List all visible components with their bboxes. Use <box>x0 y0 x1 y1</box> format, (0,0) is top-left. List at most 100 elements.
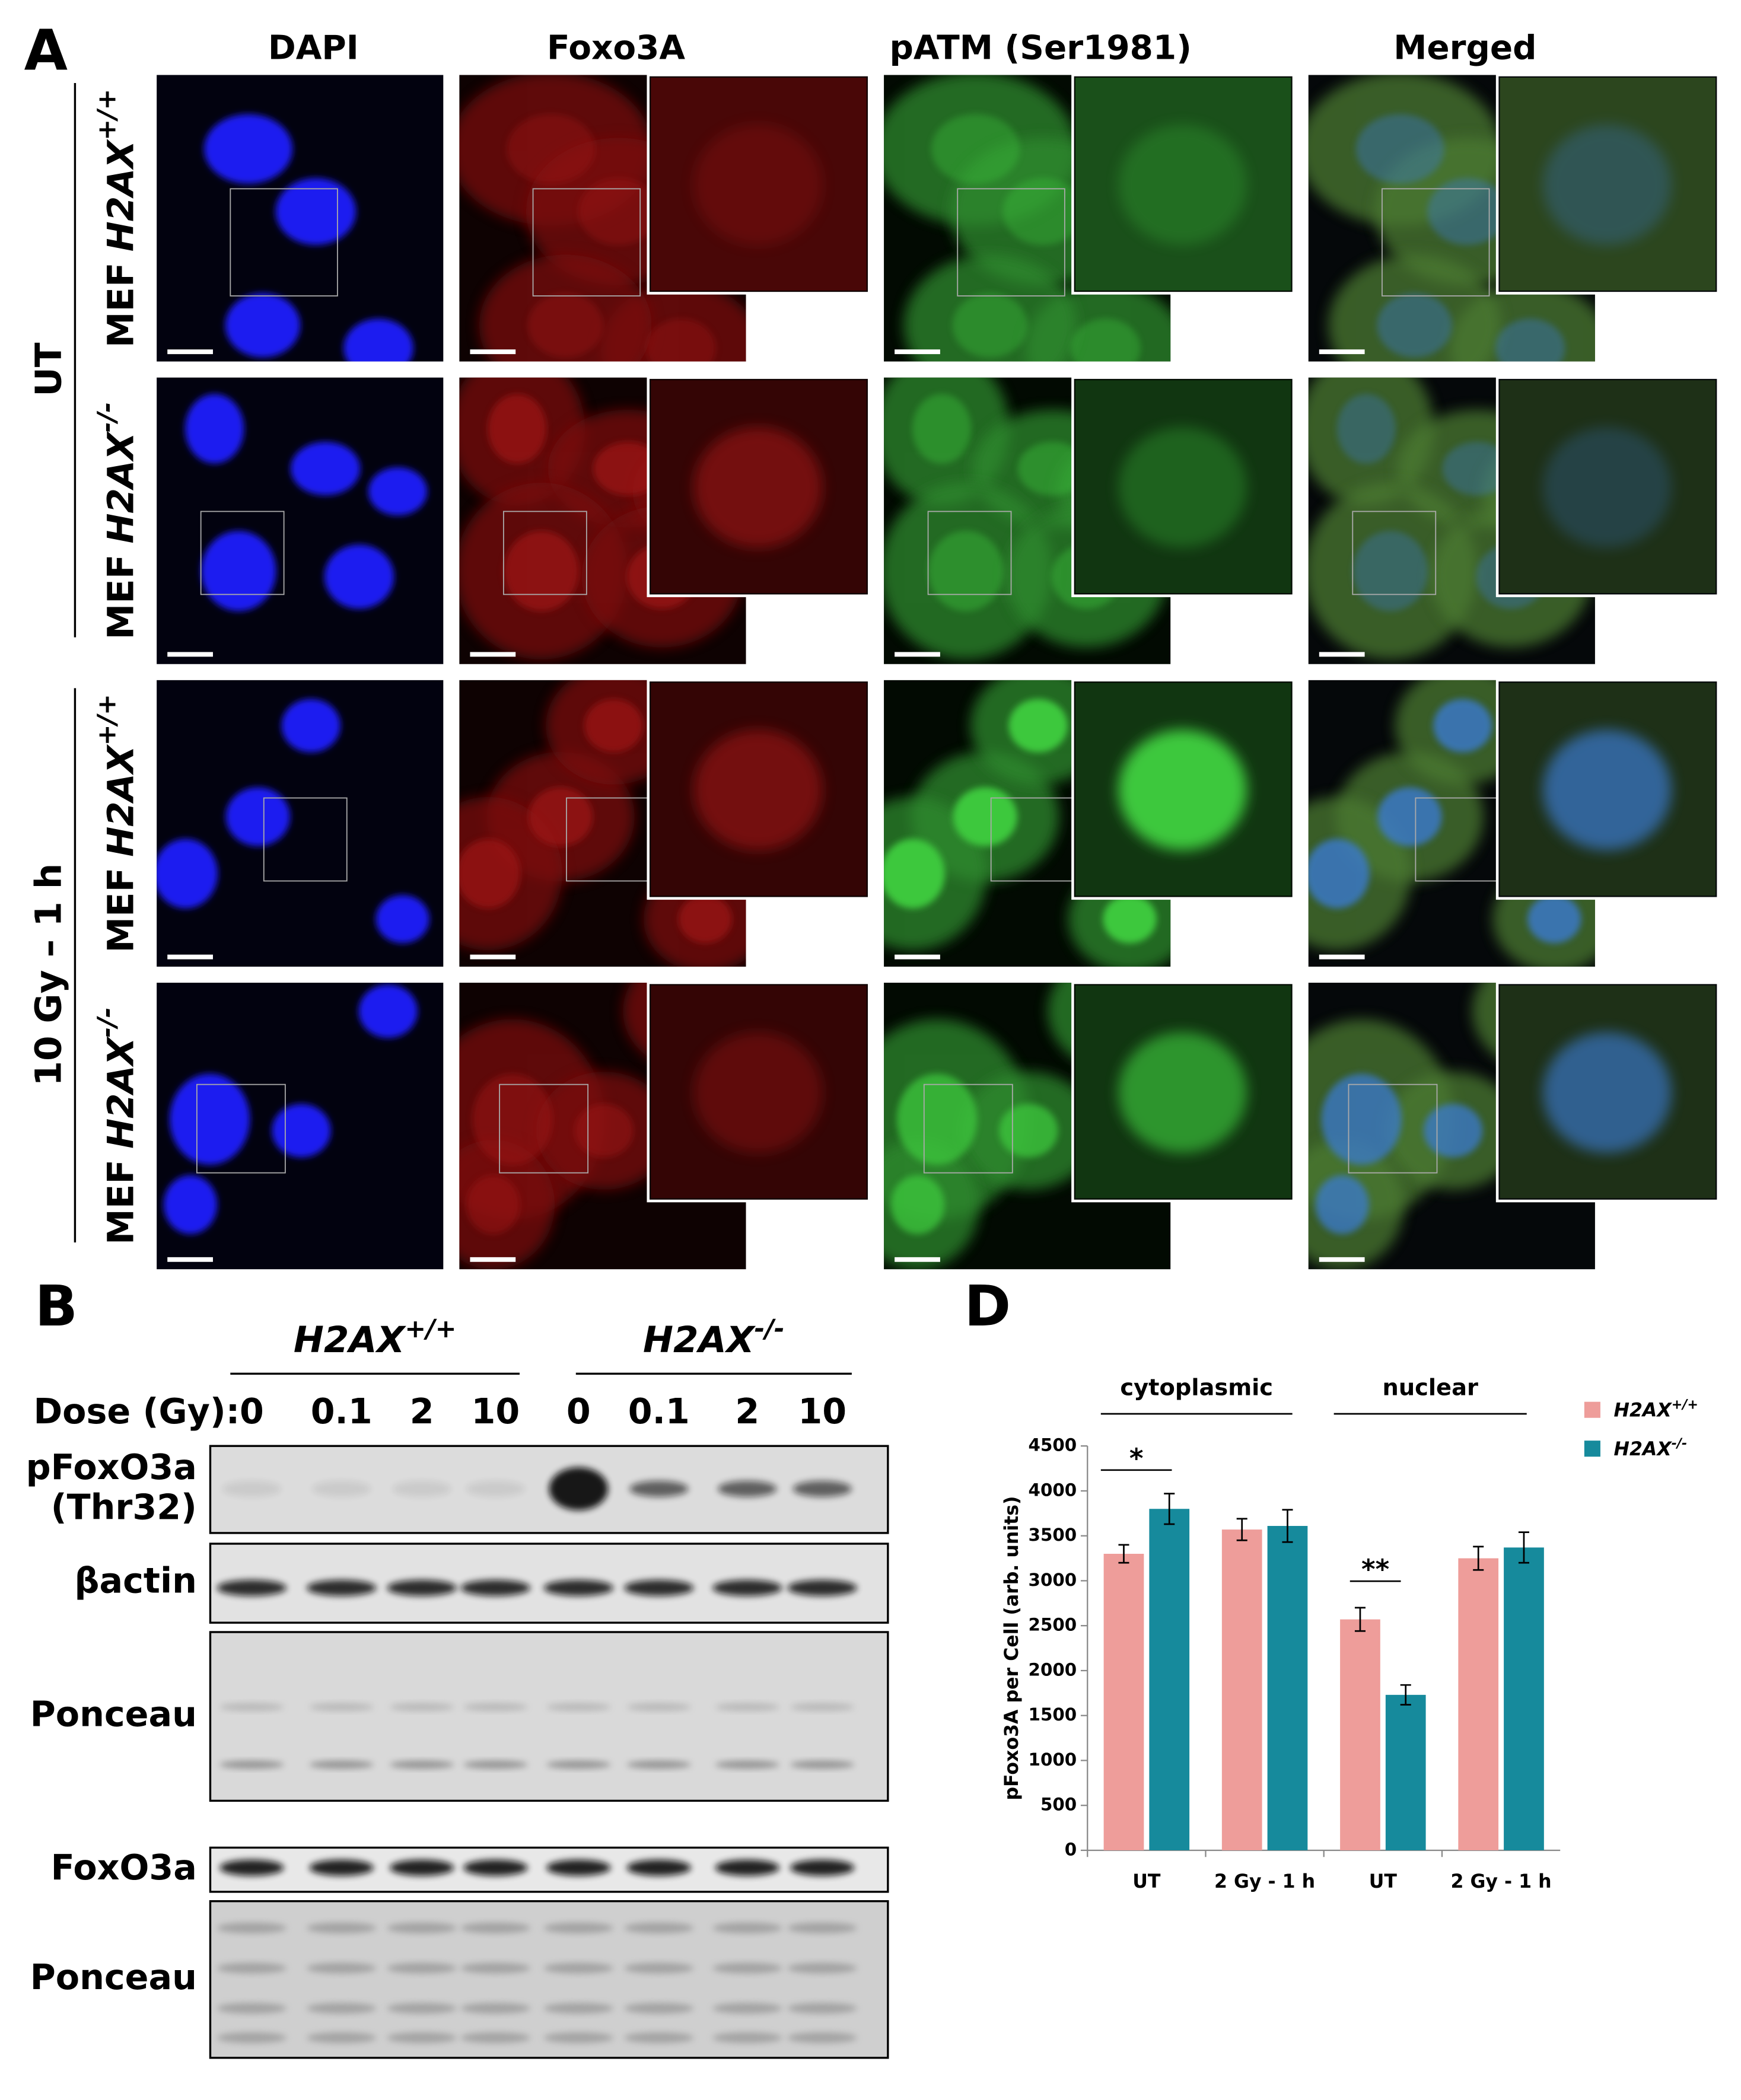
dose: 2 <box>735 1391 759 1432</box>
band <box>787 2032 857 2044</box>
nucleus <box>593 441 663 496</box>
nucleus <box>1315 1175 1369 1234</box>
nucleus <box>466 1175 520 1234</box>
bar <box>1504 1547 1544 1850</box>
scale-bar <box>895 954 940 960</box>
nucleus <box>1442 441 1512 496</box>
band <box>626 1859 691 1876</box>
bar <box>1149 1509 1190 1850</box>
genotype: +/+ <box>92 89 122 141</box>
zoom-box <box>927 511 1012 595</box>
band <box>546 1859 611 1876</box>
label-prefix: MEF <box>100 1159 142 1245</box>
band <box>307 1579 377 1596</box>
zoom-box <box>502 511 587 595</box>
error-bar <box>1354 1607 1366 1632</box>
error-bar <box>1400 1684 1411 1706</box>
band <box>790 1859 855 1876</box>
band <box>543 1579 614 1596</box>
scale-bar <box>895 349 940 355</box>
gene-name: H2AX <box>643 1319 756 1361</box>
band <box>624 2003 694 2014</box>
nucleus <box>368 467 428 516</box>
zoom-box <box>499 1084 589 1174</box>
scale-bar <box>1319 1257 1365 1262</box>
nucleus <box>324 544 394 609</box>
band <box>792 1480 852 1497</box>
row-label: MEF H2AX-/- <box>92 402 142 640</box>
row-label: MEF H2AX-/- <box>92 1007 142 1245</box>
zoom-box <box>923 1084 1013 1174</box>
blot <box>209 1900 889 2059</box>
nucleus <box>646 318 716 362</box>
nucleus <box>952 293 1028 358</box>
scale-bar <box>895 1257 940 1262</box>
nucleus <box>358 984 418 1038</box>
inset-nucleus <box>1542 1032 1672 1153</box>
cells <box>1308 377 1595 659</box>
band <box>219 1859 284 1876</box>
band <box>219 1760 284 1769</box>
micrograph <box>157 983 444 1270</box>
y-tick-label: 4500 <box>1029 1435 1077 1455</box>
error-bar <box>1236 1518 1247 1541</box>
column-header: Merged <box>1393 28 1536 67</box>
nucleus <box>157 839 218 909</box>
inset-nucleus <box>1542 729 1672 850</box>
gene-name: H2AX <box>100 431 142 544</box>
band <box>460 1962 531 1974</box>
significance: ** <box>1361 1554 1389 1585</box>
y-tick-label: 1500 <box>1029 1704 1077 1725</box>
genotype: +/+ <box>92 694 122 745</box>
band <box>715 1859 779 1876</box>
y-tick-label: 3500 <box>1029 1525 1077 1545</box>
zoom-box <box>200 511 285 595</box>
bar <box>1267 1526 1308 1850</box>
significance: * <box>1129 1442 1144 1474</box>
inset-nucleus <box>1118 427 1247 548</box>
bar <box>1340 1619 1380 1850</box>
dose: 2 <box>410 1391 434 1432</box>
band <box>463 1760 528 1769</box>
blot <box>209 1631 889 1802</box>
dose: 0 <box>566 1391 591 1432</box>
nucleus <box>225 787 291 846</box>
dose-label: Dose (Gy): <box>33 1391 240 1432</box>
scale-bar <box>1319 349 1365 355</box>
band <box>387 1922 457 1933</box>
error-bar <box>1473 1545 1484 1571</box>
zoom-box <box>196 1084 286 1174</box>
y-tick-label: 500 <box>1040 1795 1077 1815</box>
cells <box>185 394 428 611</box>
error-bar <box>1164 1493 1175 1525</box>
band <box>463 1703 528 1712</box>
band <box>715 1760 779 1769</box>
panel-letter: B <box>35 1274 78 1339</box>
cells <box>884 75 1171 362</box>
nucleus <box>507 114 596 184</box>
cells <box>163 984 418 1234</box>
nucleus <box>928 531 1004 611</box>
micrograph <box>459 74 871 362</box>
band <box>389 1703 454 1712</box>
band <box>712 2003 782 2014</box>
group-label: UT <box>27 342 69 396</box>
scale-bar <box>167 954 213 960</box>
panel-letter: D <box>965 1274 1011 1339</box>
y-tick-label: 2500 <box>1029 1615 1077 1635</box>
band <box>389 1859 454 1876</box>
x-tick-label: UT <box>1132 1871 1161 1892</box>
band <box>307 1962 377 1974</box>
band <box>787 2003 857 2014</box>
nucleus <box>163 1175 218 1234</box>
band <box>217 2003 287 2014</box>
nucleus <box>884 839 946 909</box>
group-label: 10 Gy – 1 h <box>27 863 69 1086</box>
nucleus <box>896 1073 978 1165</box>
nucleus <box>1321 1073 1402 1165</box>
micrograph <box>459 678 871 967</box>
y-axis-label: pFoxo3A per Cell (arb. units) <box>1001 1496 1023 1800</box>
band <box>309 1760 374 1769</box>
nucleus <box>1103 895 1157 944</box>
